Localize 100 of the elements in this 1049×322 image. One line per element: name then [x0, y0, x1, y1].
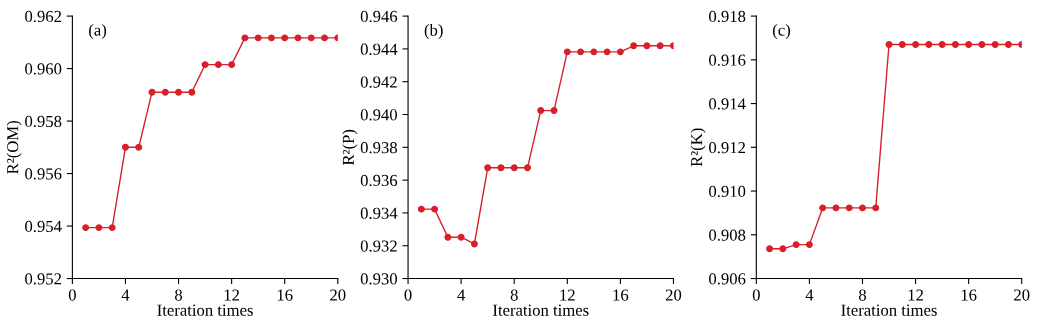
x-tick-label: 0: [752, 289, 760, 301]
x-tick-label: 20: [330, 289, 346, 301]
point: [321, 34, 328, 42]
y-axis-title: R²(OM): [6, 121, 22, 174]
point: [603, 48, 611, 56]
point: [201, 61, 209, 69]
x-tick-label: 4: [121, 289, 130, 301]
y-tick-label: 0.906: [709, 273, 746, 285]
point: [537, 107, 545, 115]
y-tick-label: 0.942: [360, 76, 397, 88]
y-tick-label: 0.934: [360, 207, 398, 219]
y-tick-label: 0.962: [25, 10, 62, 23]
point: [228, 61, 236, 69]
point: [616, 48, 624, 56]
point: [965, 41, 973, 49]
x-tick-label: 8: [510, 289, 518, 301]
point: [978, 41, 986, 49]
point: [898, 41, 906, 49]
y-tick-label: 0.932: [360, 240, 397, 252]
y-tick-label: 0.938: [360, 142, 398, 154]
annotation: (a): [89, 23, 107, 40]
y-tick-label: 0.908: [709, 229, 746, 241]
x-tick-label: 4: [457, 289, 466, 301]
point: [95, 224, 103, 232]
y-tick-label: 0.914: [709, 98, 746, 110]
x-tick-label: 20: [1014, 289, 1030, 301]
x-tick-label: 16: [613, 289, 629, 301]
point: [859, 204, 866, 212]
point: [510, 164, 518, 172]
point: [417, 205, 425, 213]
y-axis-title: R²(P): [342, 129, 358, 166]
point: [656, 42, 664, 50]
point: [254, 34, 262, 42]
point: [294, 34, 302, 42]
point: [925, 41, 933, 49]
point: [82, 224, 90, 232]
y-tick-label: 0.940: [360, 109, 398, 121]
point: [444, 233, 452, 241]
point: [766, 245, 774, 253]
point: [885, 41, 893, 49]
x-tick-label: 0: [68, 289, 76, 301]
point: [845, 204, 853, 212]
point: [148, 88, 156, 96]
point: [819, 204, 827, 212]
point: [991, 41, 999, 49]
point: [938, 41, 946, 49]
point: [805, 241, 813, 249]
y-tick-label: 0.946: [360, 10, 398, 23]
x-tick-label: 12: [224, 289, 240, 301]
point: [563, 48, 571, 56]
point: [108, 224, 116, 232]
point: [214, 61, 222, 69]
point: [497, 164, 505, 172]
point: [484, 164, 492, 172]
x-tick-label: 12: [560, 289, 575, 301]
point: [643, 42, 651, 50]
point: [307, 34, 315, 42]
x-tick-label: 12: [908, 289, 923, 301]
x-tick-label: 8: [175, 289, 183, 301]
x-axis-title: Iteration times: [841, 304, 937, 316]
annotation: (b): [424, 23, 443, 40]
x-axis-title: Iteration times: [157, 304, 253, 316]
point: [241, 34, 249, 42]
x-tick-label: 16: [277, 289, 293, 301]
y-tick-label: 0.936: [360, 174, 398, 187]
y-tick-label: 0.918: [709, 10, 746, 23]
point: [872, 204, 880, 212]
point: [779, 245, 787, 253]
point: [457, 233, 465, 241]
x-tick-label: 16: [961, 289, 977, 301]
point: [550, 107, 558, 115]
point: [1004, 41, 1012, 49]
y-tick-label: 0.930: [360, 273, 398, 285]
y-tick-label: 0.910: [709, 185, 746, 198]
y-tick-label: 0.956: [25, 168, 62, 180]
point: [792, 241, 800, 249]
point: [431, 205, 439, 213]
x-tick-label: 20: [665, 289, 682, 301]
x-axis-title: Iteration times: [493, 304, 589, 316]
y-tick-label: 0.958: [25, 115, 62, 128]
point: [470, 240, 478, 248]
y-tick-label: 0.912: [709, 142, 745, 154]
point: [161, 88, 169, 96]
point: [121, 143, 129, 151]
y-tick-label: 0.954: [25, 220, 62, 233]
point: [188, 88, 196, 96]
annotation: (c): [772, 23, 791, 40]
point: [524, 164, 531, 172]
point: [630, 42, 638, 50]
y-tick-label: 0.952: [25, 273, 62, 285]
y-axis-title: R²(K): [690, 128, 706, 167]
point: [267, 34, 275, 42]
x-tick-label: 4: [805, 289, 814, 301]
point: [135, 143, 143, 151]
point: [577, 48, 585, 56]
point: [175, 88, 183, 96]
point: [912, 41, 920, 49]
y-tick-label: 0.944: [360, 43, 398, 55]
point: [832, 204, 840, 212]
x-tick-label: 0: [404, 289, 412, 301]
